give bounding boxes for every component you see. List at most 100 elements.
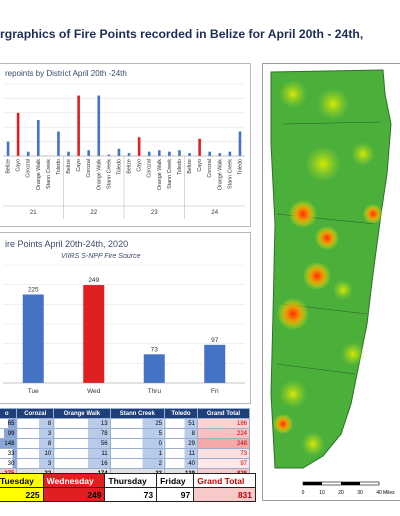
- day-table-header: Grand Total: [193, 473, 256, 488]
- bar-21-orange-walk: [36, 120, 40, 156]
- bar-22-toledo: [117, 148, 121, 156]
- bar-24-cayo: [198, 138, 201, 156]
- bar-22-corozal: [87, 150, 91, 156]
- table-header: Toledo: [164, 408, 198, 419]
- daily-chart-subtitle: VIIRS S-NPP Fire Source: [61, 253, 141, 260]
- data-label: 249: [88, 277, 99, 284]
- tick-label: Toledo: [237, 159, 243, 175]
- tick-label: Cayo: [16, 159, 22, 172]
- bar-23-cayo: [137, 137, 141, 156]
- table-row: 99 3 78 5 8 224: [0, 428, 251, 439]
- scale-unit: Miles: [383, 490, 395, 496]
- table-cell: 248: [196, 438, 251, 449]
- group-label: 22: [90, 210, 97, 216]
- bar-tue: [22, 294, 44, 383]
- bar-23-toledo: [178, 150, 181, 156]
- day-table-value: 831: [193, 487, 256, 502]
- tick-label: Wed: [87, 388, 101, 395]
- page-title: rgraphics of Fire Points recorded in Bel…: [0, 27, 364, 41]
- day-table-header: Thursday: [104, 473, 158, 488]
- table-cell: 8: [16, 438, 55, 449]
- table-cell: 13: [53, 418, 111, 429]
- bar-24-orange-walk: [218, 153, 222, 156]
- tick-label: Toledo: [56, 159, 62, 175]
- group-label: 24: [211, 210, 218, 216]
- tick-label: Corozal: [207, 159, 213, 178]
- bar-24-belize: [188, 153, 191, 156]
- table-header: o: [0, 408, 18, 419]
- table-row: 33 10 11 1 11 73: [0, 448, 251, 459]
- daily-chart-title: ire Points April 20th-24th, 2020: [5, 239, 129, 249]
- table-cell: 11: [53, 448, 111, 459]
- table-header: Stann Creek: [109, 408, 166, 419]
- tick-label: Toledo: [177, 159, 183, 175]
- table-cell: 99: [0, 428, 18, 439]
- daily-chart-panel: ire Points April 20th-24th, 2020 VIIRS S…: [0, 232, 251, 404]
- tick-label: Orange Walk: [217, 159, 223, 191]
- tick-label: Belize: [127, 159, 133, 174]
- tick-label: Stann Creek: [46, 159, 52, 189]
- table-cell: 56: [53, 438, 111, 449]
- table-row: 30 3 16 2 40 97: [0, 458, 251, 469]
- day-table-header: Friday: [156, 473, 195, 488]
- bar-21-belize: [6, 141, 10, 156]
- bar-22-stann-creek: [107, 154, 111, 156]
- bar-23-corozal: [147, 151, 151, 156]
- table-cell: 2: [109, 458, 166, 469]
- table-cell: 29: [164, 438, 198, 449]
- map-scale-bar: [302, 481, 380, 486]
- table-cell: 3: [16, 428, 55, 439]
- bar-fri: [204, 344, 226, 383]
- day-table-value: 225: [0, 487, 44, 502]
- data-label: 225: [28, 287, 39, 294]
- data-label: 73: [151, 346, 159, 353]
- belize-landmass: [270, 69, 392, 469]
- day-table-value: 73: [104, 487, 158, 502]
- tick-label: Orange Walk: [96, 159, 102, 191]
- data-label: 97: [211, 337, 219, 344]
- day-total-table: Tuesday Wednesday Thursday Friday Grand Tota…: [0, 473, 256, 502]
- bar-wed: [83, 285, 105, 383]
- bar-thru: [143, 354, 165, 383]
- bar-23-orange-walk: [157, 150, 161, 156]
- table-cell: 16: [53, 458, 111, 469]
- table-cell: 65: [0, 418, 18, 429]
- tick-label: Belize: [187, 159, 193, 174]
- table-header: Orange Walk: [53, 408, 111, 419]
- table-cell: 51: [164, 418, 198, 429]
- table-header: Corozal: [16, 408, 55, 419]
- table-cell: 186: [196, 418, 251, 429]
- bar-21-toledo: [57, 131, 60, 156]
- district-chart-panel: repoints by District April 20th -24th Be…: [0, 63, 251, 227]
- table-row: 148 8 56 0 29 248: [0, 438, 251, 449]
- tick-label: Corozal: [147, 159, 153, 178]
- table-cell: 5: [109, 428, 166, 439]
- table-header: Grand Total: [196, 408, 251, 419]
- bar-22-orange-walk: [97, 95, 101, 156]
- table-cell: 25: [109, 418, 166, 429]
- bar-23-belize: [127, 153, 131, 156]
- scale-label: 10: [319, 490, 325, 496]
- daily-chart: 225 Tue 249 Wed 73 Thru 97 Fri: [3, 264, 245, 395]
- table-cell: 40: [164, 458, 198, 469]
- scale-label: 30: [357, 490, 363, 496]
- table-cell: 1: [109, 448, 166, 459]
- district-chart-title: repoints by District April 20th -24th: [5, 69, 127, 78]
- table-cell: 224: [196, 428, 251, 439]
- bar-21-cayo: [16, 112, 20, 156]
- tick-label: Cayo: [76, 159, 82, 172]
- bar-24-toledo: [238, 131, 242, 156]
- belize-fire-map: 0 10 20 30 40 Miles: [262, 63, 400, 501]
- tick-label: Corozal: [86, 159, 92, 178]
- group-label: 21: [30, 210, 37, 216]
- bar-23-stann-creek: [168, 151, 171, 156]
- table-row: 65 8 13 25 51 186: [0, 418, 251, 429]
- district-table: o Corozal Orange Walk Stann Creek Toledo Gran…: [0, 408, 251, 479]
- table-cell: 73: [196, 448, 251, 459]
- day-table-value: 249: [42, 487, 106, 502]
- scale-label: 0: [302, 490, 305, 496]
- tick-label: Cayo: [197, 159, 203, 172]
- table-cell: 78: [53, 428, 111, 439]
- bar-24-corozal: [208, 151, 212, 156]
- fire-density-hotspots: [273, 80, 383, 456]
